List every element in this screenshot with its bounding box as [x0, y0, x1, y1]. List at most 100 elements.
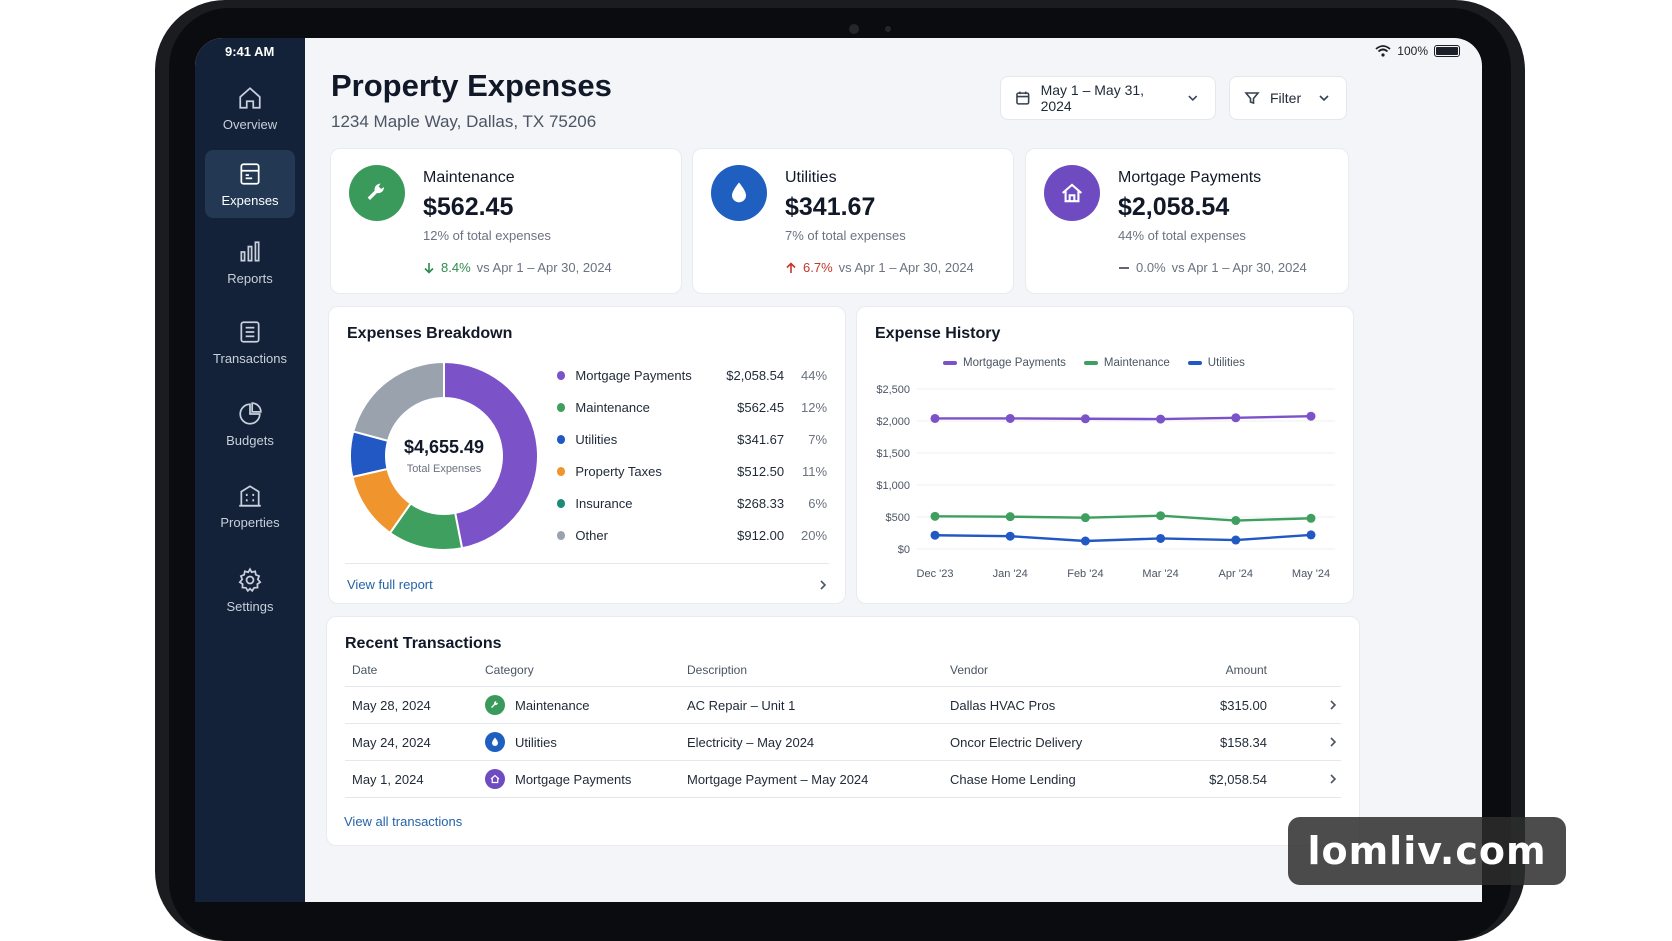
y-tick-label: $500 [886, 512, 910, 524]
kpi-value: $341.67 [785, 193, 876, 221]
data-point[interactable] [1005, 512, 1015, 522]
donut-slice[interactable] [352, 361, 445, 443]
sidebar-item-label: Budgets [226, 432, 274, 448]
breakdown-row[interactable]: Other $912.00 20% [557, 525, 827, 545]
data-point[interactable] [1156, 533, 1166, 543]
data-point[interactable] [930, 530, 940, 540]
view-full-report-link[interactable]: View full report [347, 577, 433, 592]
data-point[interactable] [930, 413, 940, 423]
donut-total: $4,655.49 [403, 437, 485, 457]
breakdown-amount: $2,058.54 [726, 367, 785, 383]
section-title: Expense History [875, 325, 1001, 342]
kpi-change-value: 8.4% [441, 260, 471, 275]
building-icon [239, 484, 261, 507]
sidebar-item-settings[interactable]: Settings [205, 556, 295, 624]
breakdown-percent: 12% [800, 399, 828, 415]
breakdown-row[interactable]: Insurance $268.33 6% [557, 493, 827, 513]
breakdown-name: Utilities [575, 431, 618, 447]
data-point[interactable] [930, 511, 940, 521]
breakdown-row[interactable]: Property Taxes $512.50 11% [557, 461, 827, 481]
wifi-icon [1375, 45, 1391, 57]
row-divider [345, 723, 1341, 724]
kpi-card-utilities[interactable]: Utilities $341.67 7% of total expenses 6… [692, 148, 1014, 294]
kpi-title: Utilities [785, 169, 837, 186]
sidebar: 9:41 AM Overview Expenses Reports Transa… [195, 38, 305, 902]
data-point[interactable] [1306, 411, 1316, 421]
row-amount: $315.00 [1220, 698, 1267, 713]
sidebar-item-label: Reports [227, 270, 273, 286]
section-title: Recent Transactions [345, 635, 502, 652]
battery-icon [1434, 45, 1460, 57]
kpi-change-value: 0.0% [1136, 260, 1166, 275]
kpi-title: Mortgage Payments [1118, 169, 1262, 186]
view-all-transactions-link[interactable]: View all transactions [344, 814, 463, 829]
filter-button[interactable]: Filter [1229, 76, 1347, 120]
kpi-compare: vs Apr 1 – Apr 30, 2024 [476, 260, 612, 275]
gear-icon [238, 566, 262, 592]
list-icon [240, 320, 260, 343]
sidebar-item-transactions[interactable]: Transactions [205, 308, 295, 376]
data-point[interactable] [1231, 535, 1241, 545]
kpi-compare: vs Apr 1 – Apr 30, 2024 [1171, 260, 1307, 275]
kpi-icon-circle [1044, 165, 1100, 221]
breakdown-percent: 44% [800, 367, 828, 383]
chevron-right-icon[interactable] [1327, 699, 1339, 711]
chevron-right-icon[interactable] [1327, 773, 1339, 785]
x-tick-label: Mar '24 [1142, 568, 1178, 580]
category-icon [485, 732, 505, 752]
breakdown-name: Other [575, 527, 608, 543]
row-date: May 1, 2024 [352, 772, 424, 787]
chevron-right-icon[interactable] [1327, 736, 1339, 748]
sidebar-item-expenses[interactable]: Expenses [205, 150, 295, 218]
data-point[interactable] [1005, 531, 1015, 541]
row-description: Electricity – May 2024 [687, 735, 815, 750]
legend-dot [557, 402, 566, 412]
date-range-label: May 1 – May 31, 2024 [1040, 82, 1145, 114]
sidebar-item-overview[interactable]: Overview [205, 74, 295, 142]
chevron-right-icon[interactable] [817, 579, 829, 591]
watermark: lomliv.com [1288, 817, 1566, 885]
data-point[interactable] [1231, 413, 1241, 423]
data-point[interactable] [1156, 511, 1166, 521]
data-point[interactable] [1005, 413, 1015, 423]
x-tick-label: May '24 [1292, 568, 1330, 580]
breakdown-percent: 20% [800, 527, 828, 543]
page-title: Property Expenses [331, 68, 612, 103]
kpi-change-row: 6.7% vs Apr 1 – Apr 30, 2024 [785, 260, 974, 275]
data-point[interactable] [1080, 513, 1090, 523]
kpi-card-mortgage[interactable]: Mortgage Payments $2,058.54 44% of total… [1025, 148, 1349, 294]
sidebar-item-budgets[interactable]: Budgets [205, 390, 295, 458]
battery-percent: 100% [1397, 44, 1428, 58]
donut-chart [349, 361, 539, 551]
divider [345, 686, 1341, 687]
x-tick-label: Dec '23 [917, 568, 954, 580]
breakdown-amount: $562.45 [737, 399, 785, 415]
data-point[interactable] [1080, 536, 1090, 546]
kpi-title: Maintenance [423, 169, 515, 186]
kpi-card-maintenance[interactable]: Maintenance $562.45 12% of total expense… [330, 148, 682, 294]
camera-dot [849, 24, 859, 34]
legend-label: Mortgage Payments [963, 357, 1066, 369]
data-point[interactable] [1231, 516, 1241, 526]
filter-icon [1244, 92, 1260, 105]
column-header-category: Category [485, 663, 534, 677]
row-amount: $158.34 [1220, 735, 1267, 750]
data-point[interactable] [1306, 530, 1316, 540]
data-point[interactable] [1080, 414, 1090, 424]
sidebar-item-properties[interactable]: Properties [205, 472, 295, 540]
data-point[interactable] [1156, 414, 1166, 424]
data-point[interactable] [1306, 513, 1316, 523]
dash-icon [1119, 266, 1129, 269]
date-range-picker[interactable]: May 1 – May 31, 2024 [1000, 76, 1216, 120]
x-tick-label: Apr '24 [1219, 568, 1254, 580]
breakdown-row[interactable]: Mortgage Payments $2,058.54 44% [557, 365, 827, 385]
breakdown-amount: $341.67 [737, 431, 785, 447]
donut-slice[interactable] [443, 361, 539, 550]
sidebar-item-reports[interactable]: Reports [205, 228, 295, 296]
category-icon [485, 695, 505, 715]
breakdown-row[interactable]: Maintenance $562.45 12% [557, 397, 827, 417]
legend-item: Mortgage Payments [943, 357, 1066, 369]
breakdown-row[interactable]: Utilities $341.67 7% [557, 429, 827, 449]
breakdown-percent: 11% [801, 463, 828, 479]
expense-history-card: Expense History Mortgage Payments Mainte… [856, 306, 1354, 604]
